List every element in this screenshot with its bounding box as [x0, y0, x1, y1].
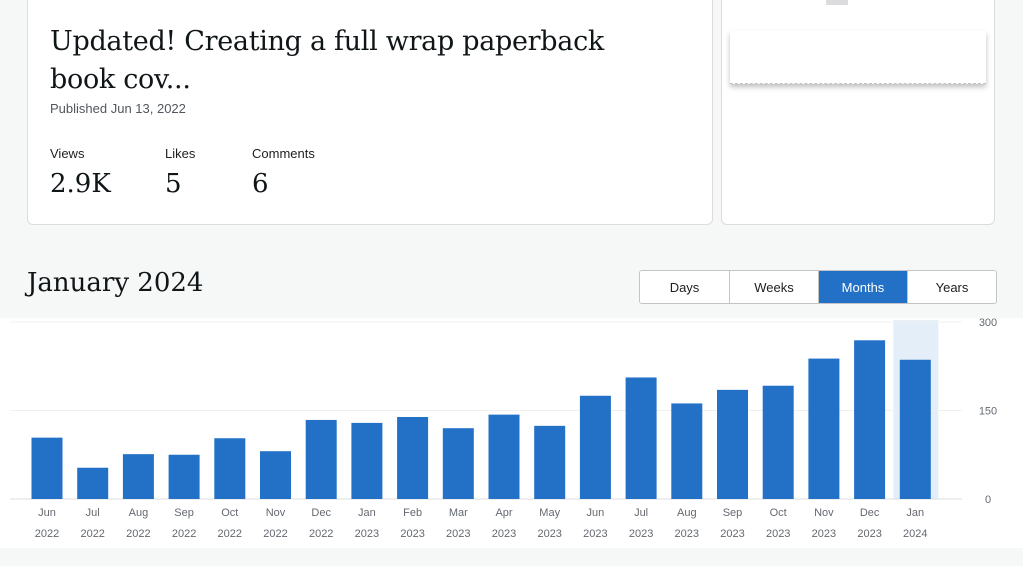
x-tick-month: Jun: [38, 507, 56, 519]
bar[interactable]: [625, 377, 657, 499]
post-thumbnail[interactable]: [730, 31, 986, 84]
bar[interactable]: [854, 340, 886, 499]
x-tick-year: 2022: [172, 528, 196, 540]
x-tick-month: Dec: [860, 507, 880, 519]
thumbnail-handle: [826, 0, 848, 5]
x-tick-month: Nov: [814, 507, 834, 519]
x-tick-year: 2023: [675, 528, 699, 540]
x-tick-year: 2023: [446, 528, 470, 540]
bar[interactable]: [168, 454, 200, 499]
stat-label: Likes: [165, 146, 196, 161]
bar[interactable]: [579, 395, 611, 499]
x-tick-month: Apr: [495, 507, 512, 519]
x-tick-month: Oct: [770, 507, 787, 519]
bar[interactable]: [808, 358, 840, 499]
stat-likes: Likes 5: [165, 146, 195, 199]
x-tick-month: Jul: [634, 507, 648, 519]
x-tick-month: Aug: [677, 507, 697, 519]
x-tick-year: 2023: [857, 528, 881, 540]
bar-chart: 300 150 0 Jun 2022 Jul 2022 Aug 2022 Sep 2022 Oct 20…: [10, 318, 997, 540]
x-tick-year: 2024: [903, 528, 927, 540]
bar[interactable]: [260, 451, 291, 499]
bar[interactable]: [122, 454, 154, 499]
x-tick-year: 2023: [812, 528, 836, 540]
x-tick-month: Nov: [266, 507, 286, 519]
period-title: January 2024: [27, 268, 204, 298]
tab-weeks[interactable]: Weeks: [729, 271, 818, 303]
x-tick-year: 2022: [218, 528, 242, 540]
x-tick-year: 2022: [35, 528, 59, 540]
bar[interactable]: [77, 467, 109, 499]
x-tick-month: May: [539, 507, 560, 519]
x-tick-month: Mar: [449, 507, 468, 519]
x-tick-month: Aug: [129, 507, 149, 519]
y-tick-label: 150: [979, 406, 997, 418]
y-tick-label: 300: [979, 318, 997, 329]
x-tick-month: Jan: [906, 507, 924, 519]
bar[interactable]: [488, 414, 520, 499]
x-tick-month: Feb: [403, 507, 422, 519]
x-tick-year: 2022: [80, 528, 104, 540]
x-tick-year: 2023: [537, 528, 561, 540]
bar[interactable]: [671, 403, 703, 499]
x-tick-month: Sep: [174, 507, 194, 519]
stat-value: 2.9K: [50, 169, 111, 199]
tab-months[interactable]: Months: [818, 271, 907, 303]
x-tick-year: 2022: [126, 528, 150, 540]
x-tick-month: Dec: [311, 507, 331, 519]
bar[interactable]: [717, 389, 748, 499]
tab-days[interactable]: Days: [640, 271, 729, 303]
post-thumbnail-card: [721, 0, 995, 225]
x-tick-month: Sep: [723, 507, 743, 519]
x-tick-year: 2023: [766, 528, 790, 540]
bar[interactable]: [899, 359, 931, 499]
tab-years[interactable]: Years: [907, 271, 996, 303]
x-tick-month: Jul: [86, 507, 100, 519]
x-tick-year: 2023: [400, 528, 424, 540]
bar[interactable]: [31, 437, 63, 499]
x-tick-month: Oct: [221, 507, 238, 519]
page-footer-strip: [0, 548, 1023, 566]
bar[interactable]: [351, 422, 383, 499]
stat-value: 5: [165, 169, 182, 199]
stat-value: 6: [252, 169, 269, 199]
post-title[interactable]: Updated! Creating a full wrap paperback …: [50, 26, 604, 95]
stat-views: Views 2.9K: [50, 146, 111, 199]
bar[interactable]: [442, 428, 474, 499]
bar[interactable]: [762, 385, 794, 499]
bar[interactable]: [397, 416, 429, 499]
x-tick-year: 2023: [720, 528, 744, 540]
bar[interactable]: [214, 438, 246, 499]
stat-label: Views: [50, 146, 85, 161]
y-tick-label: 0: [985, 494, 991, 506]
period-switcher: Days Weeks Months Years: [639, 270, 997, 304]
bar[interactable]: [534, 425, 566, 499]
stat-comments: Comments 6: [252, 146, 315, 199]
x-tick-year: 2022: [263, 528, 287, 540]
x-tick-year: 2022: [309, 528, 333, 540]
published-date: Published Jun 13, 2022: [50, 101, 186, 116]
x-tick-month: Jan: [358, 507, 376, 519]
views-chart: 300 150 0 Jun 2022 Jul 2022 Aug 2022 Sep 2022 Oct 20…: [0, 318, 1023, 548]
x-tick-year: 2023: [629, 528, 653, 540]
stat-label: Comments: [252, 146, 315, 161]
x-tick-year: 2023: [583, 528, 607, 540]
post-card: Updated! Creating a full wrap paperback …: [27, 0, 713, 225]
x-tick-month: Jun: [587, 507, 605, 519]
x-tick-year: 2023: [355, 528, 379, 540]
x-tick-year: 2023: [492, 528, 516, 540]
bar[interactable]: [305, 419, 337, 499]
